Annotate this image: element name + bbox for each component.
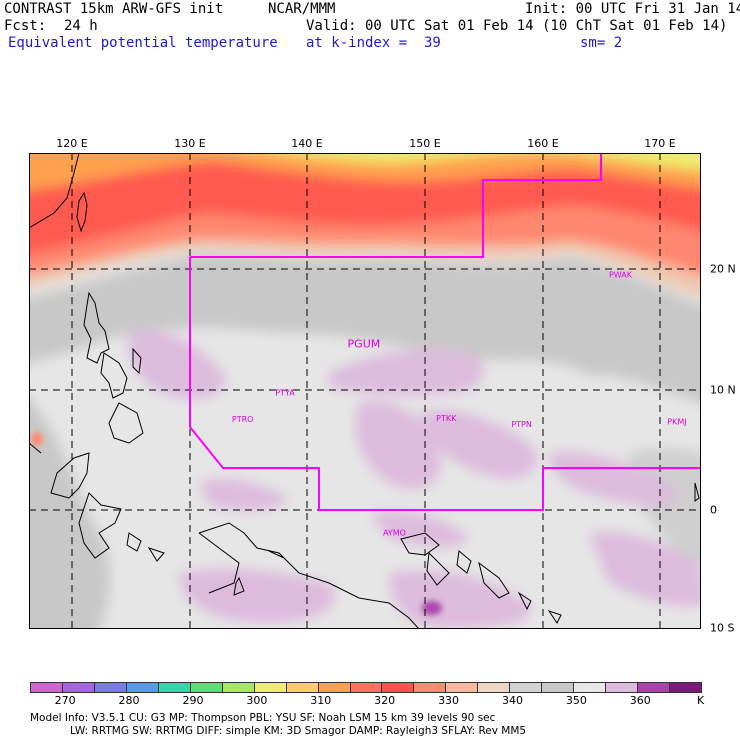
colorbar-cell — [509, 682, 543, 693]
init-time: Init: 00 UTC Fri 31 Jan 14 — [525, 1, 740, 17]
colorbar-cell — [30, 682, 63, 693]
colorbar-cell — [413, 682, 447, 693]
colorbar-cell — [61, 682, 95, 693]
region-boundary — [189, 153, 701, 511]
colorbar-cell — [317, 682, 351, 693]
map-frame — [29, 153, 701, 629]
colorbar-tick-label: 290 — [182, 694, 204, 707]
colorbar-cell — [349, 682, 383, 693]
lon-label: 120 E — [56, 137, 88, 150]
colorbar-cell — [381, 682, 415, 693]
colorbar-cell — [445, 682, 479, 693]
lon-label: 170 E — [644, 137, 676, 150]
station-markers: PGUM PWAK PTYA PTRO PTKK PTPN PKMJ AYMO — [232, 270, 687, 537]
lon-label: 130 E — [174, 137, 206, 150]
colorbar-cell — [253, 682, 287, 693]
colorbar-cell — [125, 682, 159, 693]
smoothing-info: sm= 2 — [580, 35, 623, 51]
field-name: Equivalent potential temperature — [8, 35, 278, 51]
station-label-pkmj: PKMJ — [667, 417, 686, 426]
colorbar-cell — [285, 682, 319, 693]
colorbar-cell — [189, 682, 223, 693]
station-label-pgum: PGUM — [348, 337, 381, 350]
forecast-label: Fcst: — [4, 18, 47, 34]
level-info: at k-index = 39 — [306, 35, 441, 51]
org-label: NCAR/MMM — [268, 1, 336, 17]
colorbar-tick-label: 320 — [374, 694, 396, 707]
colorbar-cell — [605, 682, 639, 693]
lon-label: 150 E — [409, 137, 441, 150]
coastlines — [29, 153, 700, 629]
station-label-ptro: PTRO — [232, 415, 254, 424]
colorbar-cell — [477, 682, 511, 693]
colorbar-cell — [669, 682, 702, 693]
colorbar-tick-label: 330 — [438, 694, 460, 707]
model-info-line2: LW: RRTMG SW: RRTMG DIFF: simple KM: 3D … — [70, 725, 527, 737]
colorbar-tick-label: 270 — [54, 694, 76, 707]
colorbar-cell — [93, 682, 127, 693]
forecast-hour: 24 h — [64, 18, 98, 34]
colorbar-tick-label: 340 — [501, 694, 523, 707]
colorbar-cell — [573, 682, 607, 693]
model-title: CONTRAST 15km ARW-GFS init — [4, 1, 224, 17]
colorbar-tick-label: 310 — [310, 694, 332, 707]
colorbar-cell — [221, 682, 255, 693]
colorbar-cell — [157, 682, 191, 693]
lon-label: 140 E — [291, 137, 323, 150]
valid-time: Valid: 00 UTC Sat 01 Feb 14 (10 ChT Sat … — [306, 18, 728, 34]
colorbar-tick-label: 280 — [118, 694, 140, 707]
lat-label: 0 — [710, 503, 717, 517]
lat-label: 10 N — [710, 383, 736, 397]
model-info-line1: Model Info: V3.5.1 CU: G3 MP: Thompson P… — [30, 712, 496, 724]
colorbar-cell — [637, 682, 671, 693]
colorbar-unit: K — [697, 694, 705, 707]
station-label-pwak: PWAK — [609, 270, 633, 279]
colorbar-cell — [541, 682, 575, 693]
lon-label: 160 E — [527, 137, 559, 150]
lat-label: 10 S — [710, 621, 735, 635]
station-label-ptkk: PTKK — [436, 414, 457, 423]
colorbar-tick-label: 360 — [629, 694, 651, 707]
station-label-ptpn: PTPN — [511, 420, 532, 429]
colorbar-tick-label: 300 — [246, 694, 268, 707]
lat-label: 20 N — [710, 262, 736, 276]
field-shading — [29, 153, 701, 629]
colorbar-tick-label: 350 — [565, 694, 587, 707]
station-label-ptya: PTYA — [275, 389, 295, 398]
theta-e-map: PGUM PWAK PTYA PTRO PTKK PTPN PKMJ AYMO — [29, 153, 701, 629]
station-label-aymo: AYMO — [383, 528, 406, 537]
